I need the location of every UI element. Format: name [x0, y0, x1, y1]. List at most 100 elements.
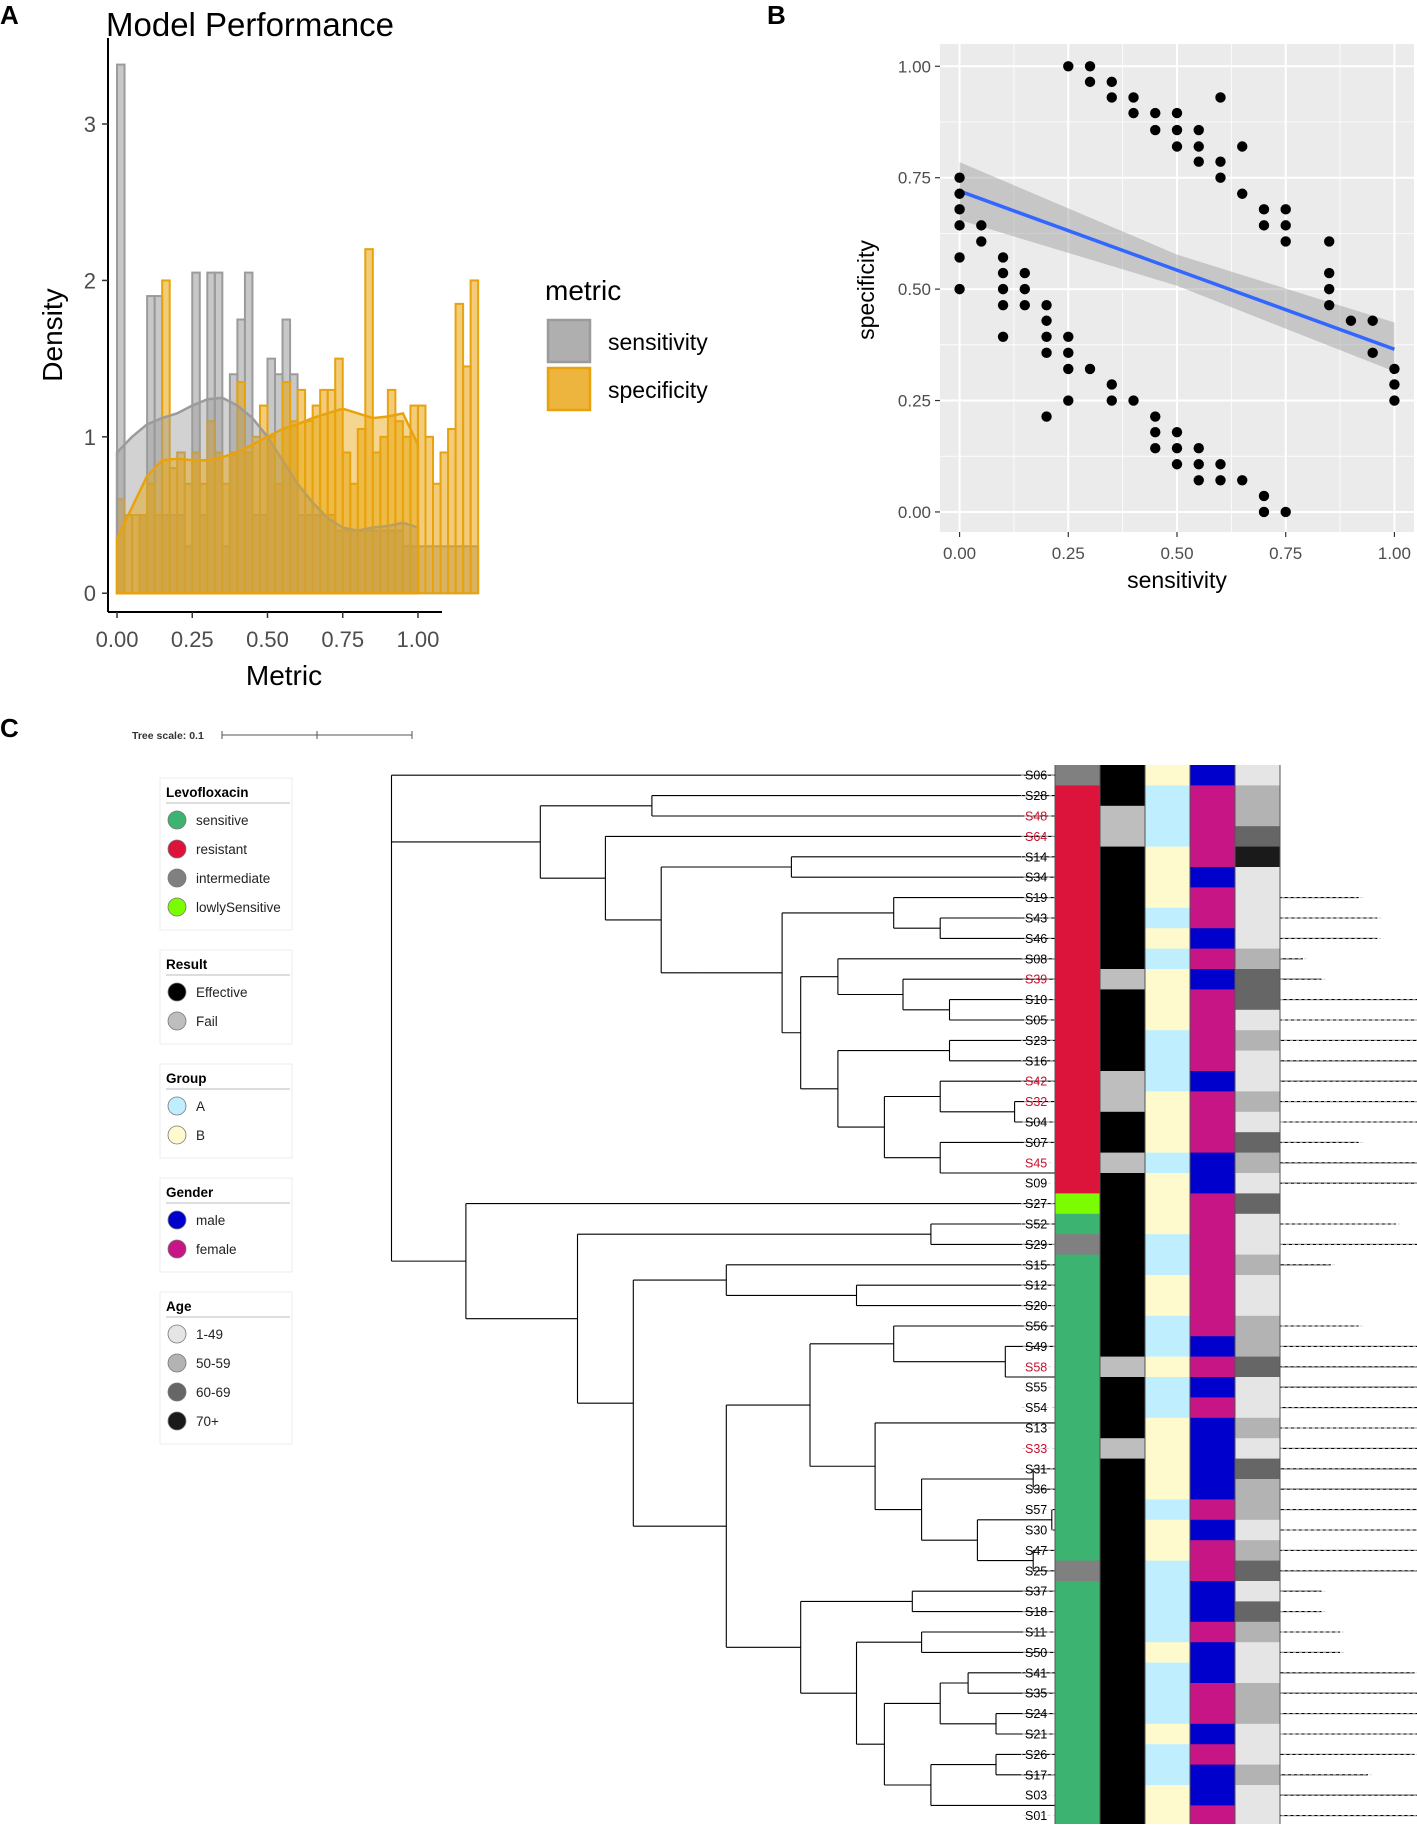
heatmap-cell-age: [1235, 1601, 1281, 1623]
scatter-point: [1237, 475, 1248, 486]
heatmap-cell-levofloxacin: [1055, 1744, 1101, 1766]
heatmap-cell-age: [1235, 1438, 1281, 1460]
heatmap-cell-gender: [1190, 1091, 1236, 1113]
sample-label: S05: [1025, 1014, 1047, 1028]
scatter-point: [1041, 411, 1052, 422]
legend-label-sensitive: sensitive: [196, 813, 249, 828]
heatmap-cell-age: [1235, 765, 1281, 786]
heatmap-cell-result: [1100, 765, 1146, 786]
heatmap-cell-result: [1100, 1336, 1146, 1358]
hist-bar-specificity: [439, 451, 450, 595]
heatmap-cell-levofloxacin: [1055, 1458, 1101, 1480]
heatmap-cell-result: [1100, 1030, 1146, 1052]
heatmap-cell-levofloxacin: [1055, 1193, 1101, 1215]
heatmap-cell-group: [1145, 826, 1191, 848]
scatter-point: [1215, 92, 1226, 103]
heatmap-cell-gender: [1190, 1683, 1236, 1704]
legend-label-a: A: [196, 1099, 205, 1114]
heatmap-cell-group: [1145, 1234, 1191, 1256]
heatmap-cell-result: [1100, 1295, 1146, 1317]
heatmap-cell-age: [1235, 969, 1281, 990]
heatmap-cell-group: [1145, 1642, 1191, 1664]
heatmap-cell-gender: [1190, 1234, 1236, 1256]
sample-label: S18: [1025, 1605, 1047, 1619]
legend-swatch-b: [167, 1125, 187, 1145]
legend-swatch-intermediate: [167, 868, 187, 888]
scatter-point: [997, 331, 1009, 342]
heatmap-cell-result: [1100, 805, 1146, 827]
heatmap-cell-group: [1145, 1295, 1191, 1317]
scatter-point: [976, 236, 987, 247]
hist-bar-specificity: [447, 428, 457, 595]
heatmap-cell-group: [1145, 1254, 1191, 1276]
heatmap-cell-group: [1145, 1581, 1191, 1602]
heatmap-cell-age: [1235, 1458, 1281, 1480]
y-axis-title: specificity: [853, 240, 879, 340]
sample-label: S07: [1025, 1136, 1047, 1150]
heatmap-cell-levofloxacin: [1055, 1315, 1101, 1337]
scatter-point: [1258, 490, 1270, 502]
heatmap-cell-result: [1100, 1499, 1146, 1521]
heatmap-cell-result: [1100, 887, 1146, 909]
sample-label: S56: [1025, 1320, 1047, 1334]
heatmap-cell-age: [1235, 1234, 1281, 1256]
density-curve-specificity: [115, 407, 420, 595]
heatmap-cell-levofloxacin: [1055, 1560, 1101, 1582]
sample-label: S19: [1025, 891, 1047, 905]
legend-label-resistant: resistant: [196, 842, 247, 857]
heatmap-cell-gender: [1190, 907, 1236, 929]
heatmap-cell-result: [1100, 1193, 1146, 1215]
scatter-point: [1041, 347, 1052, 359]
heatmap-cell-result: [1100, 1377, 1146, 1398]
scatter-point: [1193, 156, 1204, 167]
heatmap-cell-levofloxacin: [1055, 1234, 1101, 1256]
heatmap-cell-gender: [1190, 1377, 1236, 1398]
sample-label: S15: [1025, 1258, 1047, 1272]
hist-bar-specificity: [462, 365, 472, 595]
heatmap-cell-group: [1145, 928, 1191, 950]
sample-label: S11: [1025, 1626, 1046, 1640]
heatmap-cell-age: [1235, 1723, 1281, 1745]
heatmap-cell-group: [1145, 1723, 1191, 1745]
scatter-point: [954, 172, 965, 183]
legend-key-specificity: [546, 366, 592, 412]
scatter-point: [1171, 107, 1183, 119]
heatmap-cell-gender: [1190, 1071, 1236, 1092]
scatter-point: [1128, 107, 1139, 119]
heatmap-cell-result: [1100, 1111, 1146, 1133]
legend-label-60-69: 60-69: [196, 1385, 231, 1400]
heatmap-cell-group: [1145, 1152, 1191, 1174]
sample-label: S14: [1025, 850, 1047, 864]
heatmap-cell-result: [1100, 969, 1146, 990]
scatter-point: [1041, 299, 1052, 311]
scatter-point: [1324, 236, 1335, 247]
scatter-point: [954, 188, 965, 199]
heatmap-cell-levofloxacin: [1055, 948, 1101, 970]
heatmap-cell-gender: [1190, 1519, 1236, 1541]
heatmap-cell-gender: [1190, 1030, 1236, 1052]
heatmap-cell-result: [1100, 1764, 1146, 1786]
heatmap-cell-levofloxacin: [1055, 1805, 1101, 1824]
heatmap-cell-age: [1235, 1091, 1281, 1113]
heatmap-cell-age: [1235, 1111, 1281, 1133]
heatmap-cell-age: [1235, 1295, 1281, 1317]
x-tick-label: 0.75: [321, 627, 364, 652]
heatmap-cell-group: [1145, 1091, 1191, 1113]
heatmap-cell-age: [1235, 1662, 1281, 1684]
legend-title-levofloxacin: Levofloxacin: [166, 785, 249, 800]
sample-label: S04: [1025, 1116, 1047, 1130]
scatter-point: [1150, 426, 1161, 438]
scatter-point: [1280, 506, 1291, 518]
heatmap-cell-result: [1100, 1152, 1146, 1174]
heatmap-cell-group: [1145, 1173, 1191, 1194]
sample-label: S50: [1025, 1646, 1047, 1660]
heatmap-cell-group: [1145, 969, 1191, 990]
heatmap-cell-gender: [1190, 1805, 1236, 1824]
scatter-point: [1389, 363, 1400, 375]
scatter-point: [1280, 204, 1291, 215]
legend-swatch-lowlysensitive: [167, 897, 187, 917]
scatter-point: [1193, 475, 1204, 486]
sample-label: S45: [1025, 1156, 1047, 1170]
scatter-point: [1019, 267, 1030, 279]
heatmap-cell-age: [1235, 1764, 1281, 1786]
